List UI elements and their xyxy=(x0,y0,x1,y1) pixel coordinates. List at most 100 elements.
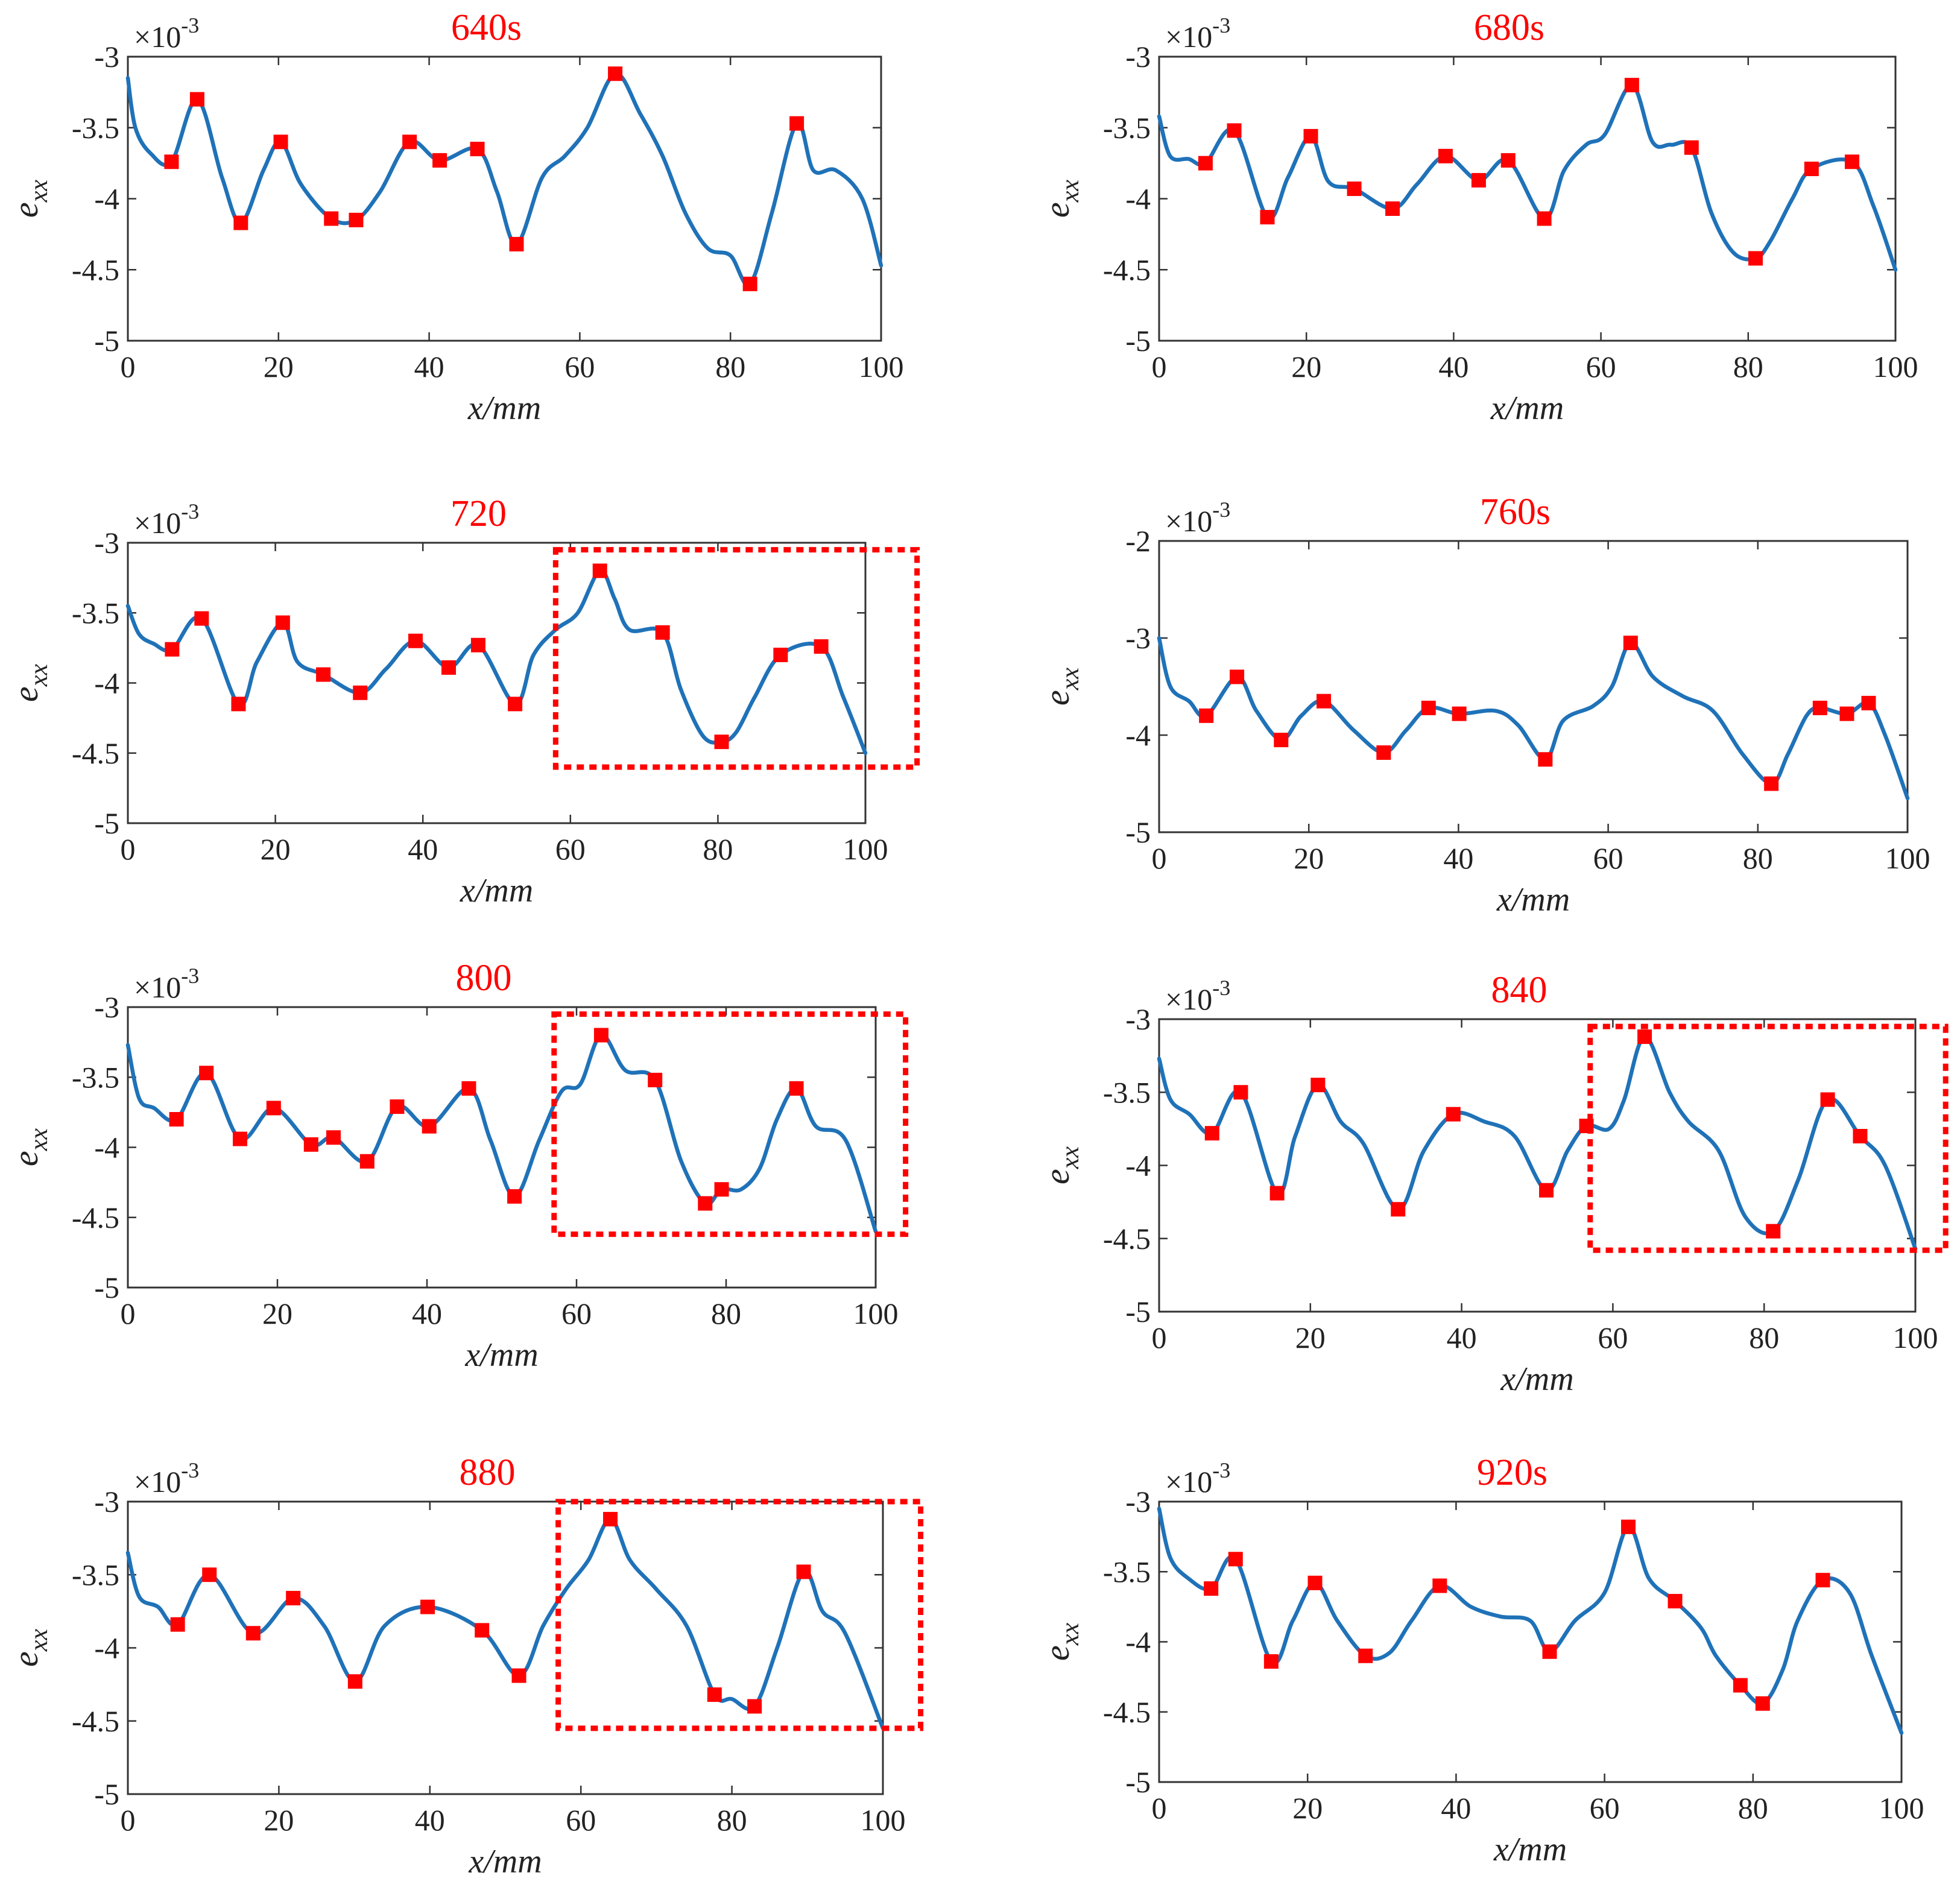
y-tick-label: -4 xyxy=(94,1631,119,1665)
x-axis-label: x/mm xyxy=(467,390,541,427)
x-tick-label: 80 xyxy=(1749,1321,1779,1354)
x-axis-label: x/mm xyxy=(1490,390,1564,427)
chart-panel: 0 20 40 60 80 100-5-4.5-4-3.5-3×10-3 880x/mmex… xyxy=(6,1452,924,1880)
x-tick-label: 20 xyxy=(262,1297,292,1330)
data-point-marker xyxy=(707,1687,722,1702)
data-point-marker xyxy=(1228,1552,1243,1567)
data-point-marker xyxy=(165,642,180,657)
y-axis-label: exx xyxy=(6,180,53,218)
highlight-region-box xyxy=(555,1499,924,1731)
data-point-marker xyxy=(593,1028,609,1043)
data-point-marker xyxy=(508,697,523,712)
y-axis-label-subscript: xx xyxy=(1057,1146,1084,1170)
y-axis-label: exx xyxy=(6,664,53,702)
data-point-marker xyxy=(1303,128,1318,144)
y-tick-label: -4.5 xyxy=(72,1704,119,1738)
axis-exponent-power: -3 xyxy=(1212,976,1230,1000)
axis-exponent-power: -3 xyxy=(181,499,199,523)
x-tick-label: 60 xyxy=(555,832,586,866)
data-point-marker xyxy=(1391,1202,1406,1217)
y-tick-label: -3.5 xyxy=(1103,111,1151,145)
plot-area-frame xyxy=(127,1500,884,1795)
series-line xyxy=(1157,83,1898,272)
data-point-marker xyxy=(1233,1085,1248,1100)
data-point-marker xyxy=(432,153,447,168)
data-point-marker xyxy=(422,1119,437,1134)
chart-title: 800 xyxy=(456,958,512,999)
x-tick-label: 100 xyxy=(1885,841,1930,875)
x-tick-label: 60 xyxy=(1586,350,1616,384)
y-axis-label-subscript: xx xyxy=(25,180,53,203)
data-point-marker xyxy=(1204,1126,1219,1141)
x-tick-label: 60 xyxy=(1590,1791,1620,1825)
data-point-marker xyxy=(233,215,248,230)
data-point-marker xyxy=(1385,201,1400,216)
series-line xyxy=(125,1517,885,1731)
data-point-marker xyxy=(1684,140,1699,155)
data-point-marker xyxy=(655,625,670,640)
x-tick-label: 100 xyxy=(1893,1321,1938,1354)
y-axis-label-subscript: xx xyxy=(25,1629,53,1652)
x-tick-label: 20 xyxy=(1292,1791,1323,1825)
data-point-marker xyxy=(1198,156,1213,171)
x-tick-label: 0 xyxy=(121,832,136,866)
axis-exponent-label: ×10-3 xyxy=(134,1458,199,1499)
data-point-marker xyxy=(1500,153,1516,168)
data-point-marker xyxy=(349,212,364,227)
y-tick-label: -2 xyxy=(1125,524,1151,558)
data-point-marker xyxy=(1766,1224,1781,1239)
data-point-marker xyxy=(1815,1573,1830,1588)
data-point-marker xyxy=(714,735,729,750)
data-point-marker xyxy=(1537,211,1552,226)
y-tick-label: -5 xyxy=(94,806,119,840)
chart-title: 640s xyxy=(451,7,522,48)
chart-panel: 0 20 40 60 80 100-5-4.5-4-3.5-3×10-3 800x/mmex… xyxy=(6,958,909,1374)
y-tick-label: -5 xyxy=(1125,1295,1151,1329)
chart-title: 760s xyxy=(1480,491,1551,533)
data-point-marker xyxy=(747,1699,762,1714)
data-point-marker xyxy=(303,1137,318,1152)
x-tick-label: 0 xyxy=(121,1297,136,1330)
x-tick-label: 80 xyxy=(711,1297,741,1330)
x-tick-label: 80 xyxy=(715,350,745,384)
data-point-marker xyxy=(796,1564,811,1579)
x-tick-label: 40 xyxy=(1447,1321,1477,1354)
data-point-marker xyxy=(470,142,485,157)
chart-panel: 0 20 40 60 80 100 -5 -4 -3 -2 ×10-3 760s x/mm exx xyxy=(1037,491,1930,918)
y-axis-label: exx xyxy=(1037,1623,1084,1661)
data-point-marker xyxy=(169,1112,184,1127)
data-point-marker xyxy=(773,648,788,662)
data-point-marker xyxy=(347,1674,362,1689)
data-point-marker xyxy=(1861,695,1876,710)
axis-exponent-label: ×10-3 xyxy=(134,13,199,54)
highlight-region-box xyxy=(1587,1023,1949,1253)
series-line xyxy=(1157,1034,1918,1251)
data-point-marker xyxy=(511,1668,526,1683)
y-tick-label: -4 xyxy=(94,1131,119,1165)
data-point-marker xyxy=(1452,706,1467,721)
y-tick-label: -3 xyxy=(94,990,119,1024)
x-tick-label: 0 xyxy=(1152,841,1167,875)
data-point-marker xyxy=(1263,1654,1279,1669)
data-point-marker xyxy=(1260,210,1275,225)
data-point-marker xyxy=(1310,1078,1326,1093)
data-point-marker xyxy=(1539,1183,1554,1198)
data-point-marker xyxy=(608,66,623,81)
data-point-marker xyxy=(1623,636,1638,651)
x-tick-label: 40 xyxy=(1441,1791,1471,1825)
data-point-marker xyxy=(1307,1575,1323,1590)
x-tick-label: 40 xyxy=(412,1297,442,1330)
data-point-marker xyxy=(273,134,288,150)
series-line xyxy=(125,569,868,756)
plot-area-frame xyxy=(127,1006,877,1289)
y-axis-label: exx xyxy=(1037,668,1084,706)
data-point-marker xyxy=(1542,1644,1557,1659)
x-tick-label: 0 xyxy=(1152,1791,1167,1825)
x-axis-label: x/mm xyxy=(1500,1360,1573,1398)
x-tick-label: 0 xyxy=(1152,350,1167,384)
plot-area-frame xyxy=(1158,55,1897,342)
axis-exponent-power: -3 xyxy=(181,964,199,988)
data-point-marker xyxy=(286,1591,301,1606)
data-point-marker xyxy=(1269,1186,1285,1201)
